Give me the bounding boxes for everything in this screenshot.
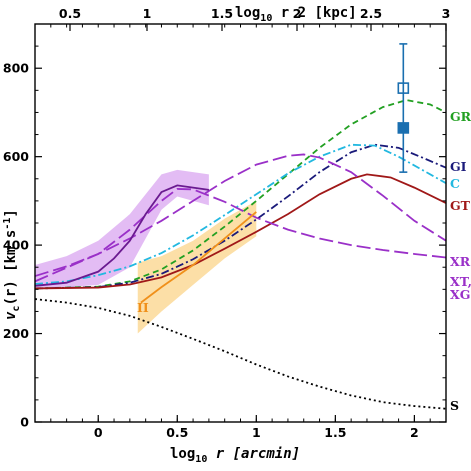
x2-tick-label: 3 bbox=[442, 6, 451, 21]
x-tick-label: 1.5 bbox=[324, 425, 346, 440]
series-line-gi bbox=[34, 143, 447, 290]
series-label-gr: GR bbox=[450, 109, 471, 124]
axis-ticks: 0 0.5 1 1.5 2 0 200 400 600 800 0.5 1 1.5 2 2.5 3 bbox=[3, 6, 450, 440]
y-tick-label: 400 bbox=[3, 238, 29, 253]
y-axis-title: vc(r) [km s-1] bbox=[2, 209, 22, 320]
series-line-ii bbox=[140, 211, 257, 304]
series-label-c: C bbox=[450, 176, 460, 191]
series-line-xr bbox=[34, 153, 447, 277]
series-label-gt: GT bbox=[450, 198, 471, 213]
error-bands bbox=[35, 169, 257, 334]
data-points bbox=[397, 43, 410, 173]
series-label-ii: II bbox=[137, 300, 149, 315]
y-tick-label: 200 bbox=[3, 326, 29, 341]
x-tick-label: 1 bbox=[252, 425, 261, 440]
series-label-xg: XG bbox=[450, 287, 470, 302]
x-tick-label: 0.5 bbox=[166, 425, 188, 440]
series-label-xr: XR bbox=[450, 254, 471, 269]
x-tick-label: 0 bbox=[94, 425, 103, 440]
x2-tick-label: 1.5 bbox=[211, 6, 233, 21]
x2-tick-label: 2.5 bbox=[360, 6, 382, 21]
series-label-gi: GI bbox=[450, 159, 467, 174]
series-label-xt: XT, bbox=[450, 274, 471, 289]
x2-tick-label: 1 bbox=[143, 6, 152, 21]
x-axis-title: log10 r [arcmin] bbox=[170, 446, 300, 465]
series-label-s: S bbox=[450, 398, 459, 413]
x2-tick-label: 0.5 bbox=[59, 6, 81, 21]
series-line-c bbox=[34, 143, 447, 285]
x2-tick-label: 2 bbox=[293, 6, 302, 21]
y-tick-label: 0 bbox=[20, 415, 29, 430]
y-tick-label: 800 bbox=[3, 61, 29, 76]
y-tick-label: 600 bbox=[3, 149, 29, 164]
purple-band bbox=[35, 169, 209, 290]
orange-band bbox=[137, 200, 257, 334]
filled-square-marker bbox=[397, 122, 410, 134]
series-line-profile-8 bbox=[34, 184, 210, 287]
open-square-marker bbox=[397, 82, 410, 94]
top-axis-title: log10 r 2 [kpc] bbox=[235, 5, 357, 24]
series-labels: GR GI C GT XR XT,XG II S bbox=[137, 109, 471, 413]
series-line-xt_xg bbox=[34, 188, 447, 283]
x-tick-label: 2 bbox=[410, 425, 419, 440]
